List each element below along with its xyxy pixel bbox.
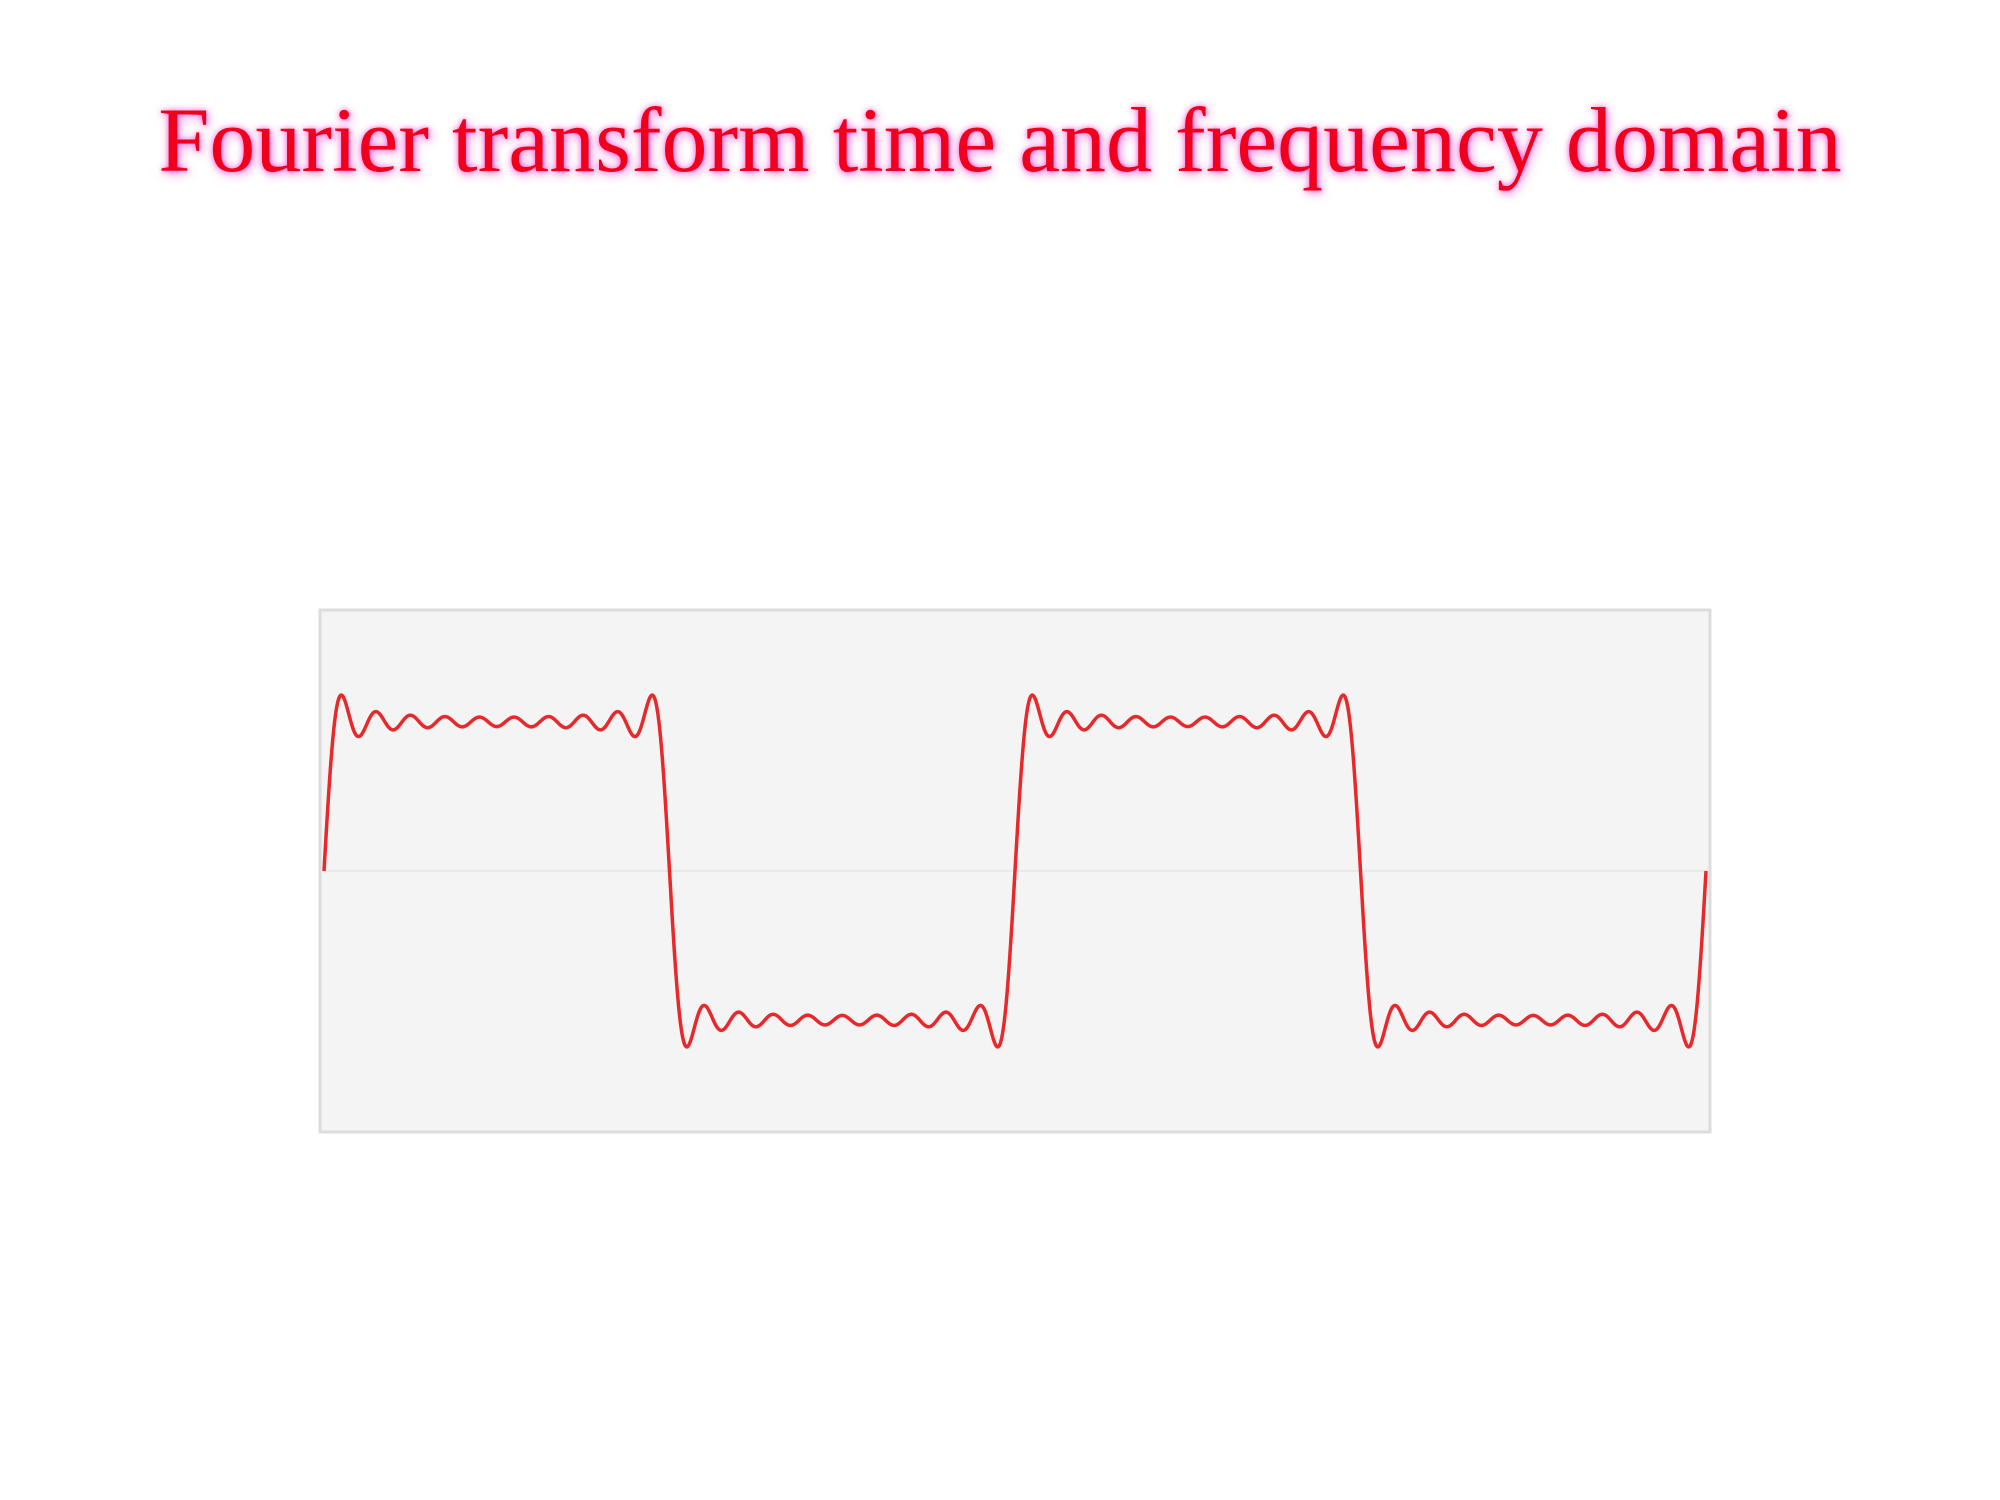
- square-wave-series-line: [322, 693, 1708, 1049]
- slide-title: Fourier transform time and frequency dom…: [158, 89, 1842, 191]
